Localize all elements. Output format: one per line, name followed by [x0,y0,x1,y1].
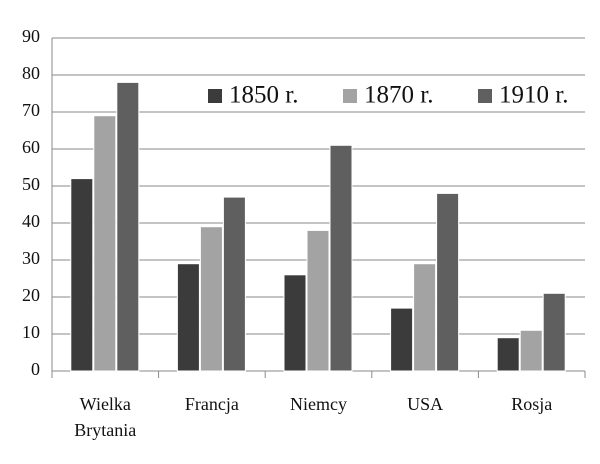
x-tick-label: Rosja [511,394,552,414]
y-tick-label: 30 [22,248,40,268]
y-tick-label: 70 [22,100,40,120]
y-tick-label: 10 [22,322,40,342]
bar [436,192,460,372]
x-tick-label: Francja [185,394,239,414]
legend-text: 1850 r. [229,82,298,109]
bar [176,263,200,372]
bar [390,307,414,372]
bar [496,337,520,372]
y-tick-label: 20 [22,285,40,305]
x-tick-label: Wielka Brytania [74,394,136,440]
y-tick-label: 90 [22,26,40,46]
bar [70,178,94,372]
bar [306,229,330,372]
bar [116,81,140,372]
bar [222,196,246,372]
y-tick-label: 80 [22,63,40,83]
bar [542,292,566,372]
y-tick-label: 50 [22,174,40,194]
x-tick-label: Niemcy [290,394,347,414]
legend-swatch [208,89,222,103]
bar [199,226,223,372]
bar [519,329,543,372]
y-tick-label: 60 [22,137,40,157]
y-tick-label: 40 [22,211,40,231]
bar [283,274,307,372]
x-tick-label: USA [407,394,443,414]
legend-text: 1910 r. [499,82,568,109]
bar [93,115,117,372]
bar [413,263,437,372]
legend-swatch [343,89,357,103]
legend-text: 1870 r. [364,82,433,109]
legend-swatch [478,89,492,103]
bar [329,144,353,372]
y-tick-label: 0 [31,359,40,379]
